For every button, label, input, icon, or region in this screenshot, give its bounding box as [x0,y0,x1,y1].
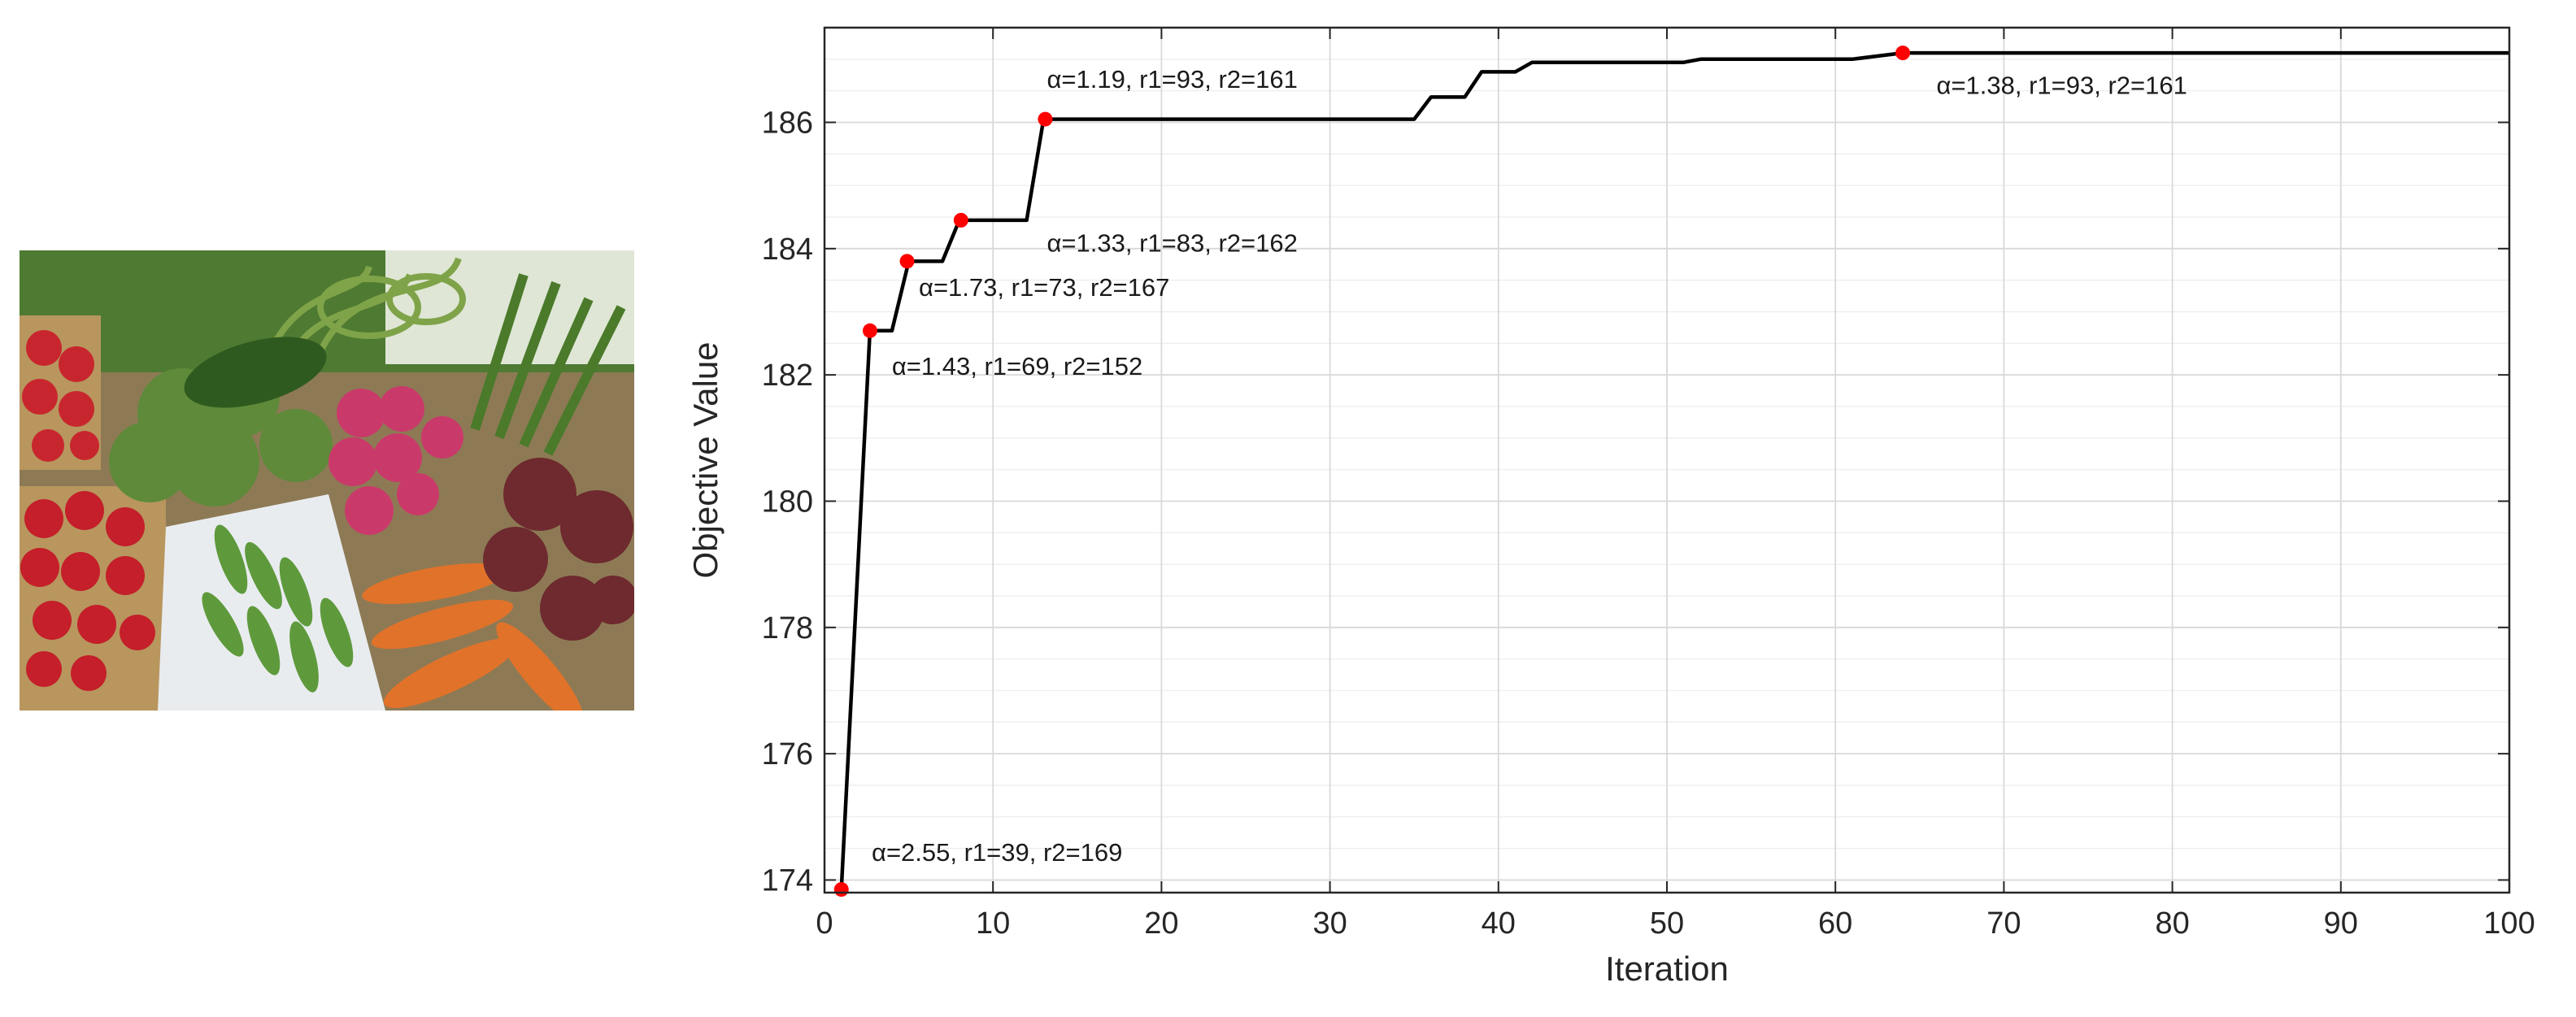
annotation-label: α=2.55, r1=39, r2=169 [872,838,1122,867]
y-tick-label: 176 [762,737,813,771]
y-tick-label: 180 [762,485,813,519]
annotations: α=2.55, r1=39, r2=169 α=1.43, r1=69, r2=1… [872,65,2187,867]
marker-point [953,212,968,228]
x-tick-label: 20 [1144,906,1178,941]
annotation-label: α=1.38, r1=93, r2=161 [1937,72,2187,100]
annotation-label: α=1.33, r1=83, r2=162 [1047,229,1298,258]
x-tick-label: 90 [2324,906,2358,941]
y-tick-label: 178 [762,611,813,645]
marker-point [1895,46,1911,61]
marker-point [899,254,915,269]
x-tick-label: 30 [1312,906,1347,941]
y-tick-label: 182 [762,359,813,393]
y-tick-label: 174 [762,863,813,897]
x-tick-label: 0 [816,906,833,941]
x-tick-label: 10 [976,906,1010,941]
series-line [839,50,2509,890]
y-tick-label: 186 [762,106,813,140]
plot-area [839,50,2509,890]
axes-box [823,26,2511,894]
vegetables-photo-icon [20,250,634,711]
x-tick-label: 100 [2483,906,2535,941]
annotation-label: α=1.73, r1=73, r2=167 [919,273,1169,302]
markers [833,46,1911,897]
objective-chart-svg: α=2.55, r1=39, r2=169 α=1.43, r1=69, r2=1… [686,26,2535,988]
y-tick-label: 184 [762,233,813,267]
x-tick-label: 40 [1482,906,1516,941]
y-axis-label: Objective Value [686,341,724,578]
major-grid [824,28,2510,893]
annotation-label: α=1.19, r1=93, r2=161 [1047,65,1298,93]
marker-point [862,323,877,338]
x-tick-label: 70 [1986,906,2021,941]
x-axis-label: Iteration [1605,950,1729,988]
annotation-label: α=1.43, r1=69, r2=152 [892,352,1142,380]
x-tick-label: 80 [2155,906,2189,941]
objective-chart: α=2.55, r1=39, r2=169 α=1.43, r1=69, r2=1… [667,0,2576,1017]
marker-point [1038,111,1053,127]
x-tick-label: 60 [1818,906,1852,941]
axis-ticks: 0 10 20 30 40 50 60 70 80 90 100 174 176 178 180 182 184… [762,28,2535,941]
x-tick-label: 50 [1650,906,1684,941]
marker-point [833,882,849,897]
vegetables-photo [20,250,634,711]
